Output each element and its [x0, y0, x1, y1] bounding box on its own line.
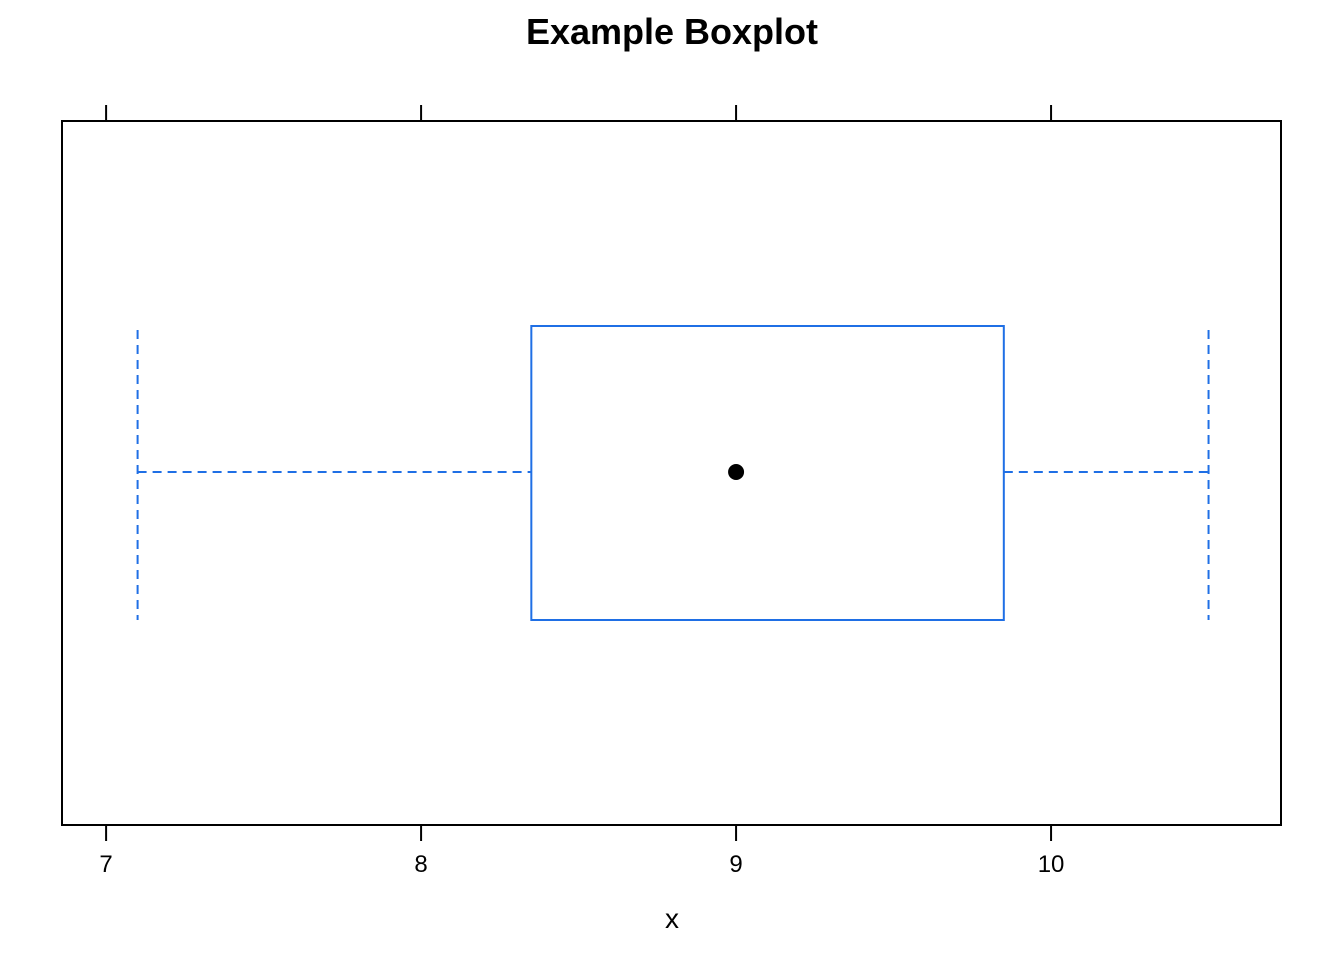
x-tick-label-2: 9	[729, 851, 742, 878]
x-tick-labels: 7 8 9 10	[99, 851, 1064, 878]
x-axis-label: x	[665, 903, 679, 934]
x-tick-label-0: 7	[99, 851, 112, 878]
top-axis-ticks	[105, 105, 1053, 121]
bottom-axis-ticks	[105, 825, 1053, 841]
box-group	[136, 325, 1210, 621]
x-tick-label-3: 10	[1038, 851, 1065, 878]
plot-frame	[61, 120, 1282, 826]
median-marker	[728, 464, 745, 480]
x-tick-label-1: 8	[414, 851, 427, 878]
chart-title: Example Boxplot	[526, 11, 818, 52]
iqr-box	[530, 325, 1005, 621]
